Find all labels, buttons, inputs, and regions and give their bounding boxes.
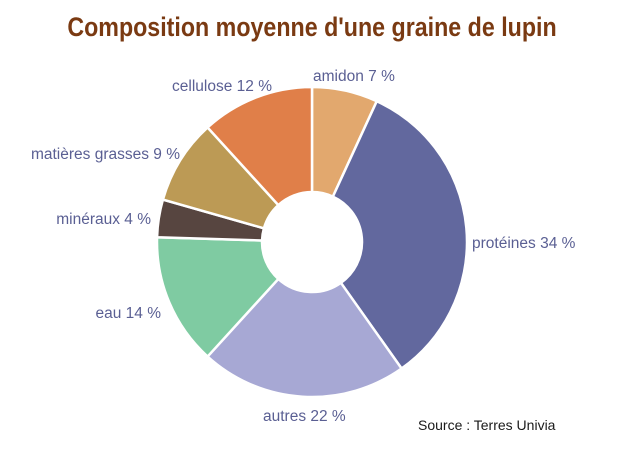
source-note: Source : Terres Univia bbox=[418, 417, 556, 433]
slice-label-2: autres 22 % bbox=[263, 408, 346, 425]
slice-label-5: matières grasses 9 % bbox=[31, 146, 180, 163]
pie-slice-6 bbox=[205, 85, 314, 207]
pie-slice-3 bbox=[155, 235, 281, 359]
slice-label-0: amidon 7 % bbox=[313, 68, 395, 85]
chart-title: Composition moyenne d'une graine de lupi… bbox=[67, 12, 557, 42]
pie-slice-2 bbox=[205, 277, 404, 399]
slice-label-1: protéines 34 % bbox=[472, 235, 576, 252]
pie-slice-1 bbox=[331, 99, 469, 371]
slice-label-6: cellulose 12 % bbox=[172, 78, 272, 95]
slice-label-3: eau 14 % bbox=[96, 305, 162, 322]
slice-label-4: minéraux 4 % bbox=[56, 211, 151, 228]
